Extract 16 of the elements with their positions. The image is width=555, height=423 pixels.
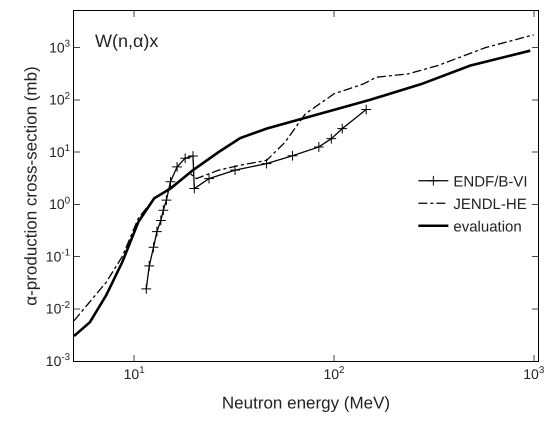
y-tick-label: 10$^{-2}$ xyxy=(46,300,70,317)
legend-label: ENDF/B-VI xyxy=(453,174,528,191)
legend-label: evaluation xyxy=(453,218,522,236)
x-tick-label: 10$^{1}$ xyxy=(124,365,145,382)
y-tick-label: 10$^{-3}$ xyxy=(46,352,71,369)
x-tick-label: 10$^{2}$ xyxy=(323,365,344,382)
y-tick-label: 10$^{-1}$ xyxy=(46,248,70,264)
legend-label: JENDL-HE xyxy=(453,196,527,214)
y-tick-label: 10$^{3}$ xyxy=(49,38,71,56)
y-tick-label: 10$^{2}$ xyxy=(49,90,70,108)
y-axis-title: α-production cross-section (mb) xyxy=(21,66,40,306)
y-tick-label: 10$^{1}$ xyxy=(49,143,70,160)
annotation: W(n,α)x xyxy=(95,31,158,51)
x-axis-title: Neutron energy (MeV) xyxy=(222,393,390,412)
y-tick-label: 10$^{0}$ xyxy=(49,195,71,212)
x-tick-label: 10$^{3}$ xyxy=(523,365,545,382)
